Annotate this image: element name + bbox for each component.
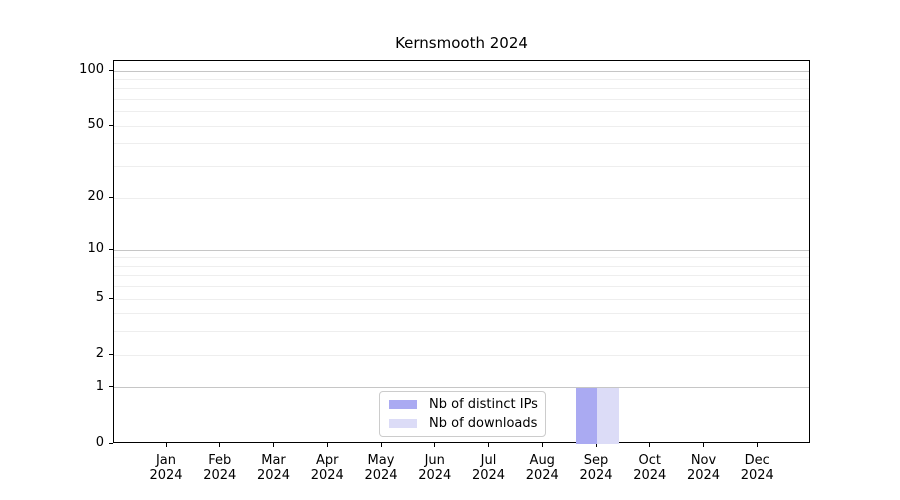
x-tick-month: Aug — [529, 453, 555, 468]
x-tick-mark — [434, 443, 436, 447]
x-tick-month: Dec — [744, 453, 770, 468]
x-tick-mark — [219, 443, 221, 447]
x-tick-label: Sep 2024 — [566, 453, 626, 483]
x-tick-label: Apr 2024 — [297, 453, 357, 483]
x-tick-year: 2024 — [686, 468, 721, 483]
y-tick-mark — [109, 124, 113, 126]
legend-entry-downloads: Nb of downloads — [389, 415, 538, 431]
gridline — [114, 111, 809, 113]
x-tick-month: Sep — [583, 453, 609, 468]
x-tick-month: Jul — [480, 453, 497, 468]
y-tick-label: 20 — [87, 189, 104, 204]
gridline — [114, 257, 809, 259]
x-tick-year: 2024 — [579, 468, 613, 483]
y-tick-mark — [109, 248, 113, 250]
x-tick-year: 2024 — [740, 468, 774, 483]
x-tick-label: Jan 2024 — [136, 453, 196, 483]
y-tick-label: 10 — [87, 241, 104, 257]
x-tick-month: Apr — [316, 453, 339, 468]
gridline — [114, 143, 809, 145]
y-tick-label: 100 — [79, 62, 104, 78]
x-tick-month: Nov — [690, 453, 717, 468]
x-tick-month: Oct — [638, 453, 661, 468]
x-tick-year: 2024 — [471, 468, 506, 483]
x-tick-label: Mar 2024 — [244, 453, 304, 483]
y-tick-label: 50 — [87, 117, 104, 133]
legend: Nb of distinct IPs Nb of downloads — [379, 391, 546, 437]
y-tick-label: 0 — [95, 435, 104, 450]
gridline — [114, 88, 809, 90]
x-tick-year: 2024 — [310, 468, 344, 483]
gridline — [114, 354, 809, 356]
gridline — [114, 197, 809, 199]
gridline — [114, 313, 809, 315]
gridline — [114, 99, 809, 101]
gridline — [114, 166, 809, 168]
x-tick-mark — [703, 443, 704, 447]
bar-downloads — [597, 387, 619, 444]
x-tick-label: Jul 2024 — [459, 453, 519, 483]
x-tick-mark — [649, 443, 651, 447]
gridline — [114, 249, 809, 251]
x-tick-year: 2024 — [364, 468, 398, 483]
gridline — [114, 265, 809, 267]
y-tick-label: 5 — [95, 290, 104, 306]
x-tick-mark — [756, 443, 758, 447]
x-tick-mark — [326, 443, 328, 447]
y-tick-mark — [109, 297, 113, 299]
x-tick-label: Aug 2024 — [512, 453, 572, 483]
x-tick-label: Feb 2024 — [190, 453, 250, 483]
x-tick-month: Feb — [208, 453, 232, 468]
legend-entry-distinct-ips: Nb of distinct IPs — [389, 396, 538, 412]
x-tick-mark — [595, 443, 597, 447]
gridline — [114, 387, 809, 389]
x-tick-year: 2024 — [203, 468, 237, 483]
x-tick-mark — [541, 443, 543, 447]
gridline — [114, 298, 809, 300]
y-tick-mark — [109, 353, 113, 355]
x-tick-year: 2024 — [633, 468, 667, 483]
y-tick-mark — [109, 69, 113, 71]
plot-area: Nb of distinct IPs Nb of downloads — [113, 60, 810, 444]
x-tick-mark — [488, 443, 489, 447]
chart-title: Kernsmooth 2024 — [395, 34, 528, 52]
x-tick-mark — [380, 443, 382, 447]
y-tick-mark — [109, 442, 113, 444]
x-tick-year: 2024 — [149, 468, 183, 483]
x-tick-label: Nov 2024 — [674, 453, 734, 483]
x-tick-month: Jan — [155, 453, 177, 468]
x-tick-year: 2024 — [525, 468, 559, 483]
gridline — [114, 331, 809, 333]
x-tick-label: May 2024 — [351, 453, 411, 483]
x-tick-month: May — [367, 453, 395, 468]
gridline — [114, 286, 809, 288]
legend-swatch-downloads — [389, 419, 417, 428]
x-tick-label: Oct 2024 — [620, 453, 680, 483]
x-tick-month: Mar — [261, 453, 286, 468]
gridline — [114, 275, 809, 277]
y-tick-label: 2 — [95, 346, 104, 362]
x-tick-month: Jun — [424, 453, 445, 468]
y-tick-mark — [109, 386, 113, 388]
y-tick-label: 1 — [95, 378, 104, 394]
x-tick-label: Jun 2024 — [405, 453, 465, 483]
gridline — [114, 125, 809, 127]
x-tick-mark — [273, 443, 274, 447]
x-tick-year: 2024 — [256, 468, 291, 483]
legend-label-distinct-ips: Nb of distinct IPs — [429, 396, 538, 412]
bar-distinct-ips — [575, 387, 597, 444]
x-tick-mark — [165, 443, 167, 447]
y-tick-mark — [109, 196, 113, 198]
gridline — [114, 70, 809, 72]
legend-swatch-distinct-ips — [389, 400, 417, 409]
legend-label-downloads: Nb of downloads — [429, 415, 538, 431]
x-tick-label: Dec 2024 — [727, 453, 787, 483]
x-tick-year: 2024 — [418, 468, 452, 483]
gridline — [114, 79, 809, 81]
